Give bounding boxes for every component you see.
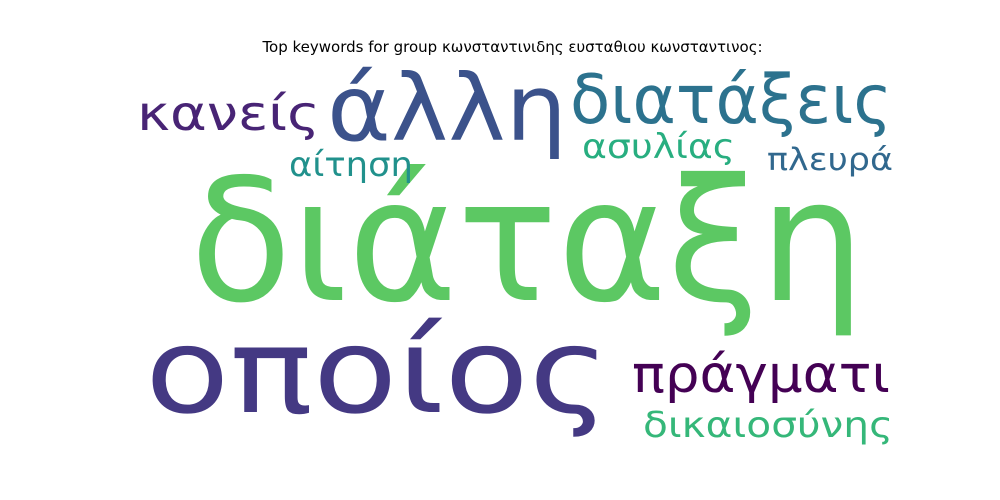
word-alli: άλλη [327, 55, 567, 162]
word-diataxeis: διατάξεις [570, 61, 892, 140]
word-diataxi: διάταξη [190, 143, 865, 341]
word-plevra: πλευρά [767, 142, 893, 178]
word-dikaiosynis: δικαιοσύνης [643, 405, 893, 446]
word-opoios: οποίος [145, 302, 610, 440]
word-pragmati: πράγματι [632, 345, 890, 405]
word-kaneis: κανείς [137, 86, 320, 142]
word-asylias: ασυλίας [582, 127, 735, 167]
chart-title: Top keywords for group κωνσταντινιδης ευ… [262, 38, 763, 56]
word-aitisi: αίτηση [289, 145, 413, 185]
